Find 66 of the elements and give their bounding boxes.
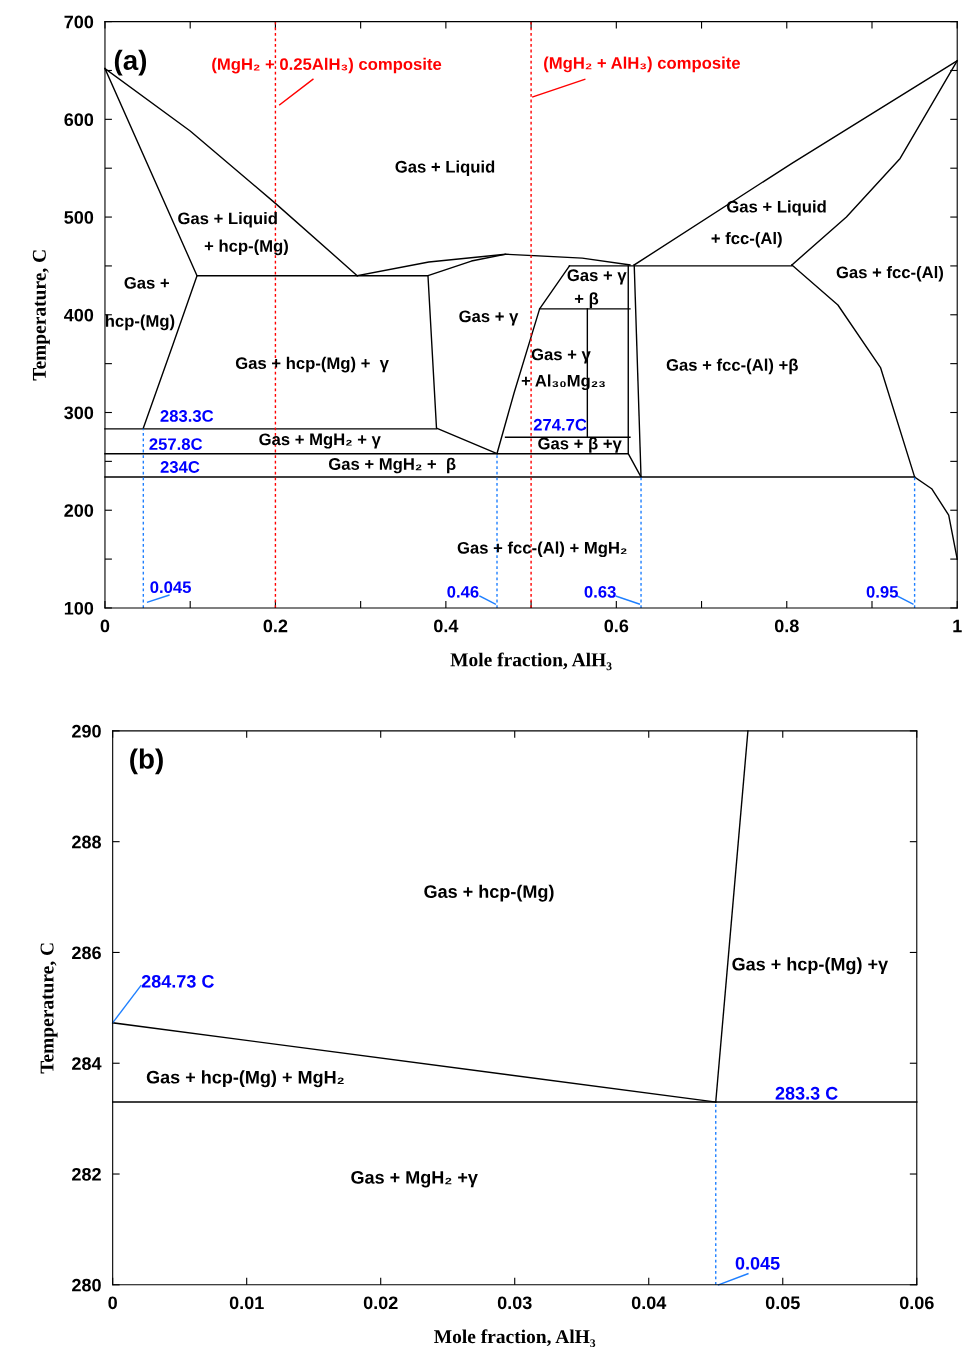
annotation: + fcc-(Al) — [711, 231, 782, 248]
annotation: 274.7C — [533, 418, 587, 431]
annotation: (a) — [114, 49, 147, 76]
y-tick-label: 200 — [64, 504, 94, 517]
x-tick-label: 0.6 — [604, 619, 629, 633]
x-tick-label: 0.03 — [497, 1296, 532, 1310]
y-tick-label: 284 — [72, 1057, 102, 1070]
x-axis-title: Mole fraction, AlH₃ — [434, 1329, 596, 1348]
annotation: 234C — [160, 461, 200, 473]
annotation: Gas + γ — [567, 269, 627, 285]
annotation: Gas + fcc-(Al) — [836, 265, 944, 282]
y-tick-label: 100 — [64, 601, 94, 615]
y-tick-label: 300 — [64, 406, 94, 420]
annotation: Gas + hcp-(Mg) — [424, 884, 554, 902]
x-tick-label: 0.05 — [765, 1296, 800, 1310]
annotation: Gas + Liquid — [395, 160, 495, 176]
annotation: Gas + MgH₂ + γ — [259, 433, 381, 449]
x-tick-label: 0.04 — [631, 1296, 667, 1310]
annotation: + hcp-(Mg) — [204, 239, 288, 256]
annotation: 0.63 — [584, 585, 616, 598]
y-axis-title: Temperature, C — [40, 943, 58, 1074]
annotation: Gas + — [124, 276, 169, 289]
y-tick-label: 282 — [72, 1167, 101, 1181]
annotation: 284.73 C — [141, 974, 214, 988]
annotation: hcp-(Mg) — [105, 314, 175, 331]
annotation: + β — [574, 292, 599, 308]
annotation: 257.8C — [149, 438, 203, 451]
y-tick-label: 600 — [64, 113, 94, 127]
x-tick-label: 0 — [108, 1296, 117, 1310]
y-axis-title: Temperature, C — [32, 250, 50, 381]
y-tick-label: 700 — [64, 15, 94, 29]
annotation: Gas + hcp-(Mg) + γ — [235, 356, 389, 373]
annotation: Gas + hcp-(Mg) +γ — [732, 957, 889, 975]
annotation: 283.3 C — [775, 1086, 838, 1100]
y-tick-label: 500 — [64, 211, 94, 224]
annotation: Gas + MgH₂ +γ — [351, 1170, 478, 1188]
x-tick-label: 1 — [953, 619, 962, 633]
annotation: (MgH₂ + AlH₃) composite — [544, 56, 741, 73]
x-tick-label: 0.2 — [263, 619, 288, 633]
x-tick-label: 0 — [100, 619, 110, 633]
annotation: 283.3C — [160, 410, 214, 422]
x-tick-label: 0.02 — [363, 1296, 398, 1310]
x-tick-label: 0.06 — [899, 1296, 934, 1310]
annotation: Gas + fcc-(Al) +β — [666, 358, 798, 375]
annotation: Gas + fcc-(Al) + MgH₂ — [457, 541, 627, 558]
x-tick-label: 0.4 — [434, 619, 459, 633]
annotation: Gas + γ — [459, 310, 519, 326]
annotation: (MgH₂ + 0.25AlH₃) composite — [212, 57, 442, 74]
annotation: 0.045 — [150, 581, 191, 594]
y-tick-label: 286 — [72, 946, 101, 960]
annotation: 0.95 — [866, 585, 898, 598]
annotation: 0.045 — [735, 1256, 780, 1270]
y-tick-label: 288 — [72, 835, 102, 849]
annotation: 0.46 — [447, 585, 479, 598]
annotation: (b) — [130, 748, 163, 775]
annotation: Gas + Liquid — [726, 200, 826, 216]
x-tick-label: 0.01 — [229, 1296, 264, 1310]
y-tick-label: 280 — [72, 1278, 101, 1292]
annotation: Gas + MgH₂ + β — [328, 457, 456, 474]
x-tick-label: 0.8 — [774, 619, 799, 633]
x-axis-title: Mole fraction, AlH₃ — [450, 652, 612, 671]
annotation: Gas + Liquid — [178, 212, 277, 228]
annotation: Gas + β +γ — [538, 437, 622, 453]
annotation: Gas + hcp-(Mg) + MgH₂ — [146, 1070, 344, 1088]
y-tick-label: 400 — [64, 308, 94, 322]
y-tick-label: 290 — [72, 724, 101, 738]
